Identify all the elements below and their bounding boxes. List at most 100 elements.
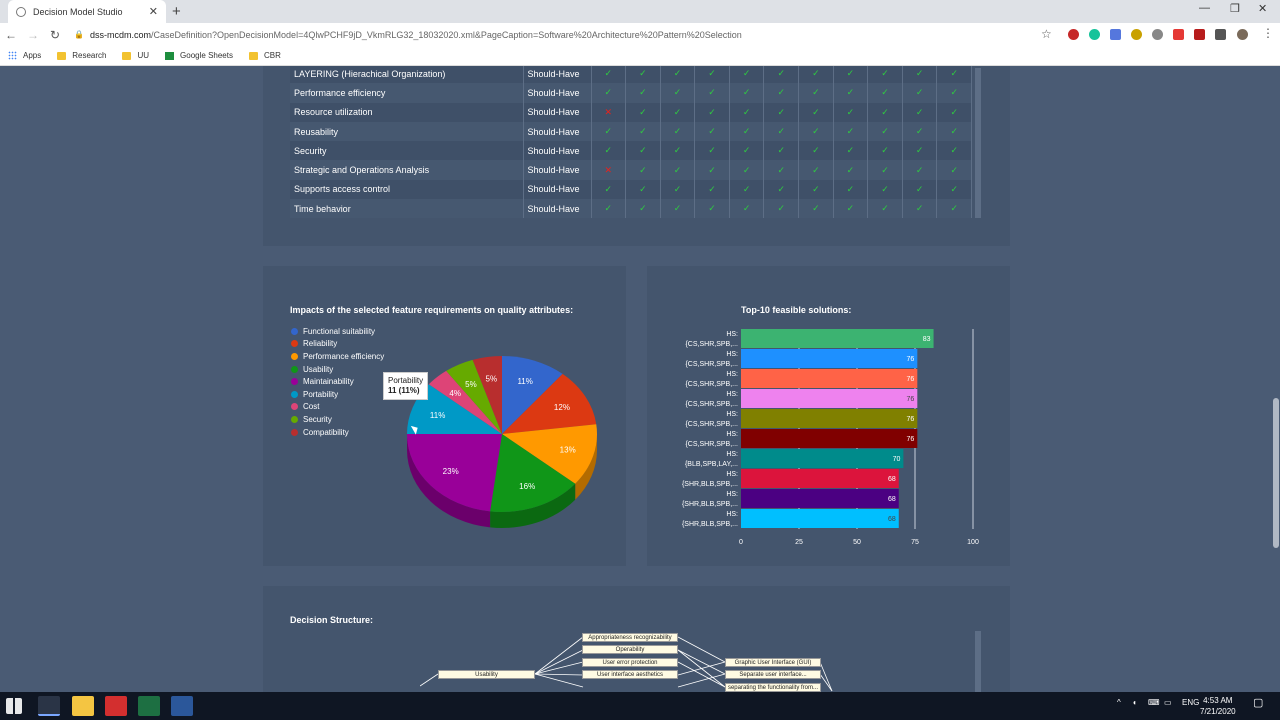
legend-item[interactable]: Reliability bbox=[291, 338, 384, 351]
legend-item[interactable]: Maintainability bbox=[291, 375, 384, 388]
solution-cell: ✓ bbox=[867, 160, 903, 180]
pie-slice[interactable] bbox=[502, 424, 597, 484]
legend-label: Compatibility bbox=[303, 427, 349, 437]
extension-icon[interactable] bbox=[1131, 29, 1142, 40]
pocket-extension-icon[interactable] bbox=[1173, 29, 1184, 40]
bar[interactable] bbox=[741, 389, 918, 408]
legend-item[interactable]: Compatibility bbox=[291, 426, 384, 439]
decision-node-leaf[interactable]: Separate user interface... bbox=[725, 670, 821, 679]
tray-chevron-icon[interactable]: ^ bbox=[1117, 698, 1121, 707]
bar[interactable] bbox=[741, 429, 918, 448]
pie-slice[interactable] bbox=[490, 434, 576, 512]
minimize-icon[interactable]: — bbox=[1199, 2, 1210, 14]
pie-chart[interactable]: 11% 12% 13% 16% 23% 11% 4% 5% 5% bbox=[395, 346, 615, 546]
pie-tooltip: Portability 11 (11%) bbox=[383, 372, 429, 400]
system-clock[interactable]: 4:53 AM 7/21/2020 bbox=[1200, 695, 1236, 717]
profile-avatar[interactable] bbox=[1237, 29, 1248, 40]
language-indicator[interactable]: ENG bbox=[1182, 698, 1200, 707]
acrobat-taskbar-icon[interactable] bbox=[105, 696, 127, 716]
adblock-extension-icon[interactable] bbox=[1068, 29, 1079, 40]
table-scrollbar[interactable] bbox=[975, 68, 981, 218]
new-tab-icon[interactable]: + bbox=[172, 3, 181, 20]
solution-cell: ✓ bbox=[591, 199, 627, 219]
solution-cell: ✓ bbox=[867, 141, 903, 161]
bookmark-uu[interactable]: UU bbox=[122, 51, 149, 60]
legend-item[interactable]: Security bbox=[291, 413, 384, 426]
legend-item[interactable]: Portability bbox=[291, 388, 384, 401]
decision-node-child[interactable]: User interface aesthetics bbox=[582, 670, 678, 679]
solution-cell: ✓ bbox=[833, 199, 869, 219]
pie-slice[interactable] bbox=[502, 356, 563, 434]
legend-item[interactable]: Usability bbox=[291, 363, 384, 376]
bar[interactable] bbox=[741, 369, 918, 388]
legend-item[interactable]: Cost bbox=[291, 401, 384, 414]
menu-kebab-icon[interactable]: ⋮ bbox=[1262, 26, 1274, 40]
legend-item[interactable]: Performance efficiency bbox=[291, 350, 384, 363]
chrome-taskbar-icon[interactable] bbox=[38, 696, 60, 716]
drive-extension-icon[interactable] bbox=[1152, 29, 1163, 40]
pie-slice[interactable] bbox=[472, 356, 502, 434]
network-icon[interactable]: ▭ bbox=[1164, 698, 1172, 707]
check-icon: ✓ bbox=[777, 183, 786, 194]
bar-chart[interactable]: 83 HS: {CS,SHR,SPB,... 76 HS: {CS,SHR,SPB,...… bbox=[647, 321, 1010, 551]
address-bar[interactable]: dss-mcdm.com/CaseDefinition?OpenDecision… bbox=[90, 30, 742, 40]
decision-node-child[interactable]: Operability bbox=[582, 645, 678, 654]
check-icon: ✓ bbox=[639, 106, 647, 117]
table-row: Time behavior Should-Have ✓ ✓ ✓ ✓ ✓ ✓ ✓ ✓ ✓ ✓ ✓ bbox=[290, 199, 973, 219]
bar[interactable] bbox=[741, 489, 899, 508]
decision-node-child[interactable]: Appropriateness recognizability bbox=[582, 633, 678, 642]
bar[interactable] bbox=[741, 469, 899, 488]
bookmark-star-icon[interactable]: ☆ bbox=[1041, 27, 1052, 41]
notifications-icon[interactable]: ▢ bbox=[1253, 697, 1264, 709]
decision-node-child[interactable]: User error protection bbox=[582, 658, 678, 667]
check-icon: ✓ bbox=[812, 87, 820, 98]
lock-icon[interactable]: 🔒 bbox=[74, 30, 84, 39]
mendeley-extension-icon[interactable] bbox=[1194, 29, 1205, 40]
bar[interactable] bbox=[741, 449, 904, 468]
input-icon[interactable]: ⌨ bbox=[1148, 698, 1160, 707]
page-scrollbar[interactable] bbox=[1273, 398, 1279, 548]
back-icon[interactable]: ← bbox=[5, 27, 17, 42]
grammarly-extension-icon[interactable] bbox=[1089, 29, 1100, 40]
bar[interactable] bbox=[741, 509, 899, 528]
bookmark-cbr[interactable]: CBR bbox=[248, 51, 281, 60]
decision-scrollbar[interactable] bbox=[975, 631, 981, 692]
extension-icon[interactable] bbox=[1110, 29, 1121, 40]
close-window-icon[interactable]: ✕ bbox=[1258, 3, 1268, 15]
browser-tab[interactable]: Decision Model Studio ✕ bbox=[8, 0, 166, 23]
pie-slice[interactable] bbox=[446, 359, 502, 434]
reload-icon[interactable]: ↻ bbox=[49, 27, 61, 42]
bar[interactable] bbox=[741, 349, 918, 368]
category-label: HS: bbox=[726, 351, 738, 358]
tick-label: 75 bbox=[911, 539, 919, 546]
legend-item[interactable]: Functional suitability bbox=[291, 325, 384, 338]
legend-swatch-icon bbox=[291, 365, 298, 373]
decision-node-leaf[interactable]: Graphic User Interface (GUI) bbox=[725, 658, 821, 667]
bar[interactable] bbox=[741, 329, 934, 348]
close-tab-icon[interactable]: ✕ bbox=[148, 6, 158, 18]
requirement-priority: Should-Have bbox=[523, 199, 592, 219]
decision-node-root[interactable]: Usability bbox=[438, 670, 535, 679]
requirement-name: Time behavior bbox=[290, 199, 524, 219]
bar[interactable] bbox=[741, 409, 918, 428]
file-explorer-taskbar-icon[interactable] bbox=[72, 696, 94, 716]
check-icon: ✓ bbox=[673, 164, 682, 175]
extensions-puzzle-icon[interactable] bbox=[1215, 29, 1226, 40]
solution-cell: ✓ bbox=[763, 121, 800, 142]
word-taskbar-icon[interactable] bbox=[171, 696, 193, 716]
solution-cell: ✓ bbox=[763, 179, 800, 200]
excel-taskbar-icon[interactable] bbox=[138, 696, 160, 716]
bookmark-research[interactable]: Research bbox=[57, 51, 106, 60]
pie-slice[interactable] bbox=[407, 434, 502, 512]
restore-icon[interactable]: ❐ bbox=[1230, 3, 1240, 15]
pie-slice[interactable] bbox=[502, 373, 597, 434]
volume-icon[interactable]: ◖ bbox=[1132, 698, 1137, 707]
pie-slice[interactable] bbox=[428, 370, 502, 434]
bookmark-google-sheets[interactable]: Google Sheets bbox=[165, 51, 233, 60]
bookmark-apps[interactable]: Apps bbox=[8, 51, 41, 60]
decision-node-leaf[interactable]: separating the functionality from... bbox=[725, 683, 821, 692]
check-icon: ✓ bbox=[881, 106, 889, 117]
windows-start-icon[interactable] bbox=[6, 698, 22, 714]
forward-icon[interactable]: → bbox=[27, 27, 39, 42]
pie-slice[interactable] bbox=[407, 384, 502, 434]
